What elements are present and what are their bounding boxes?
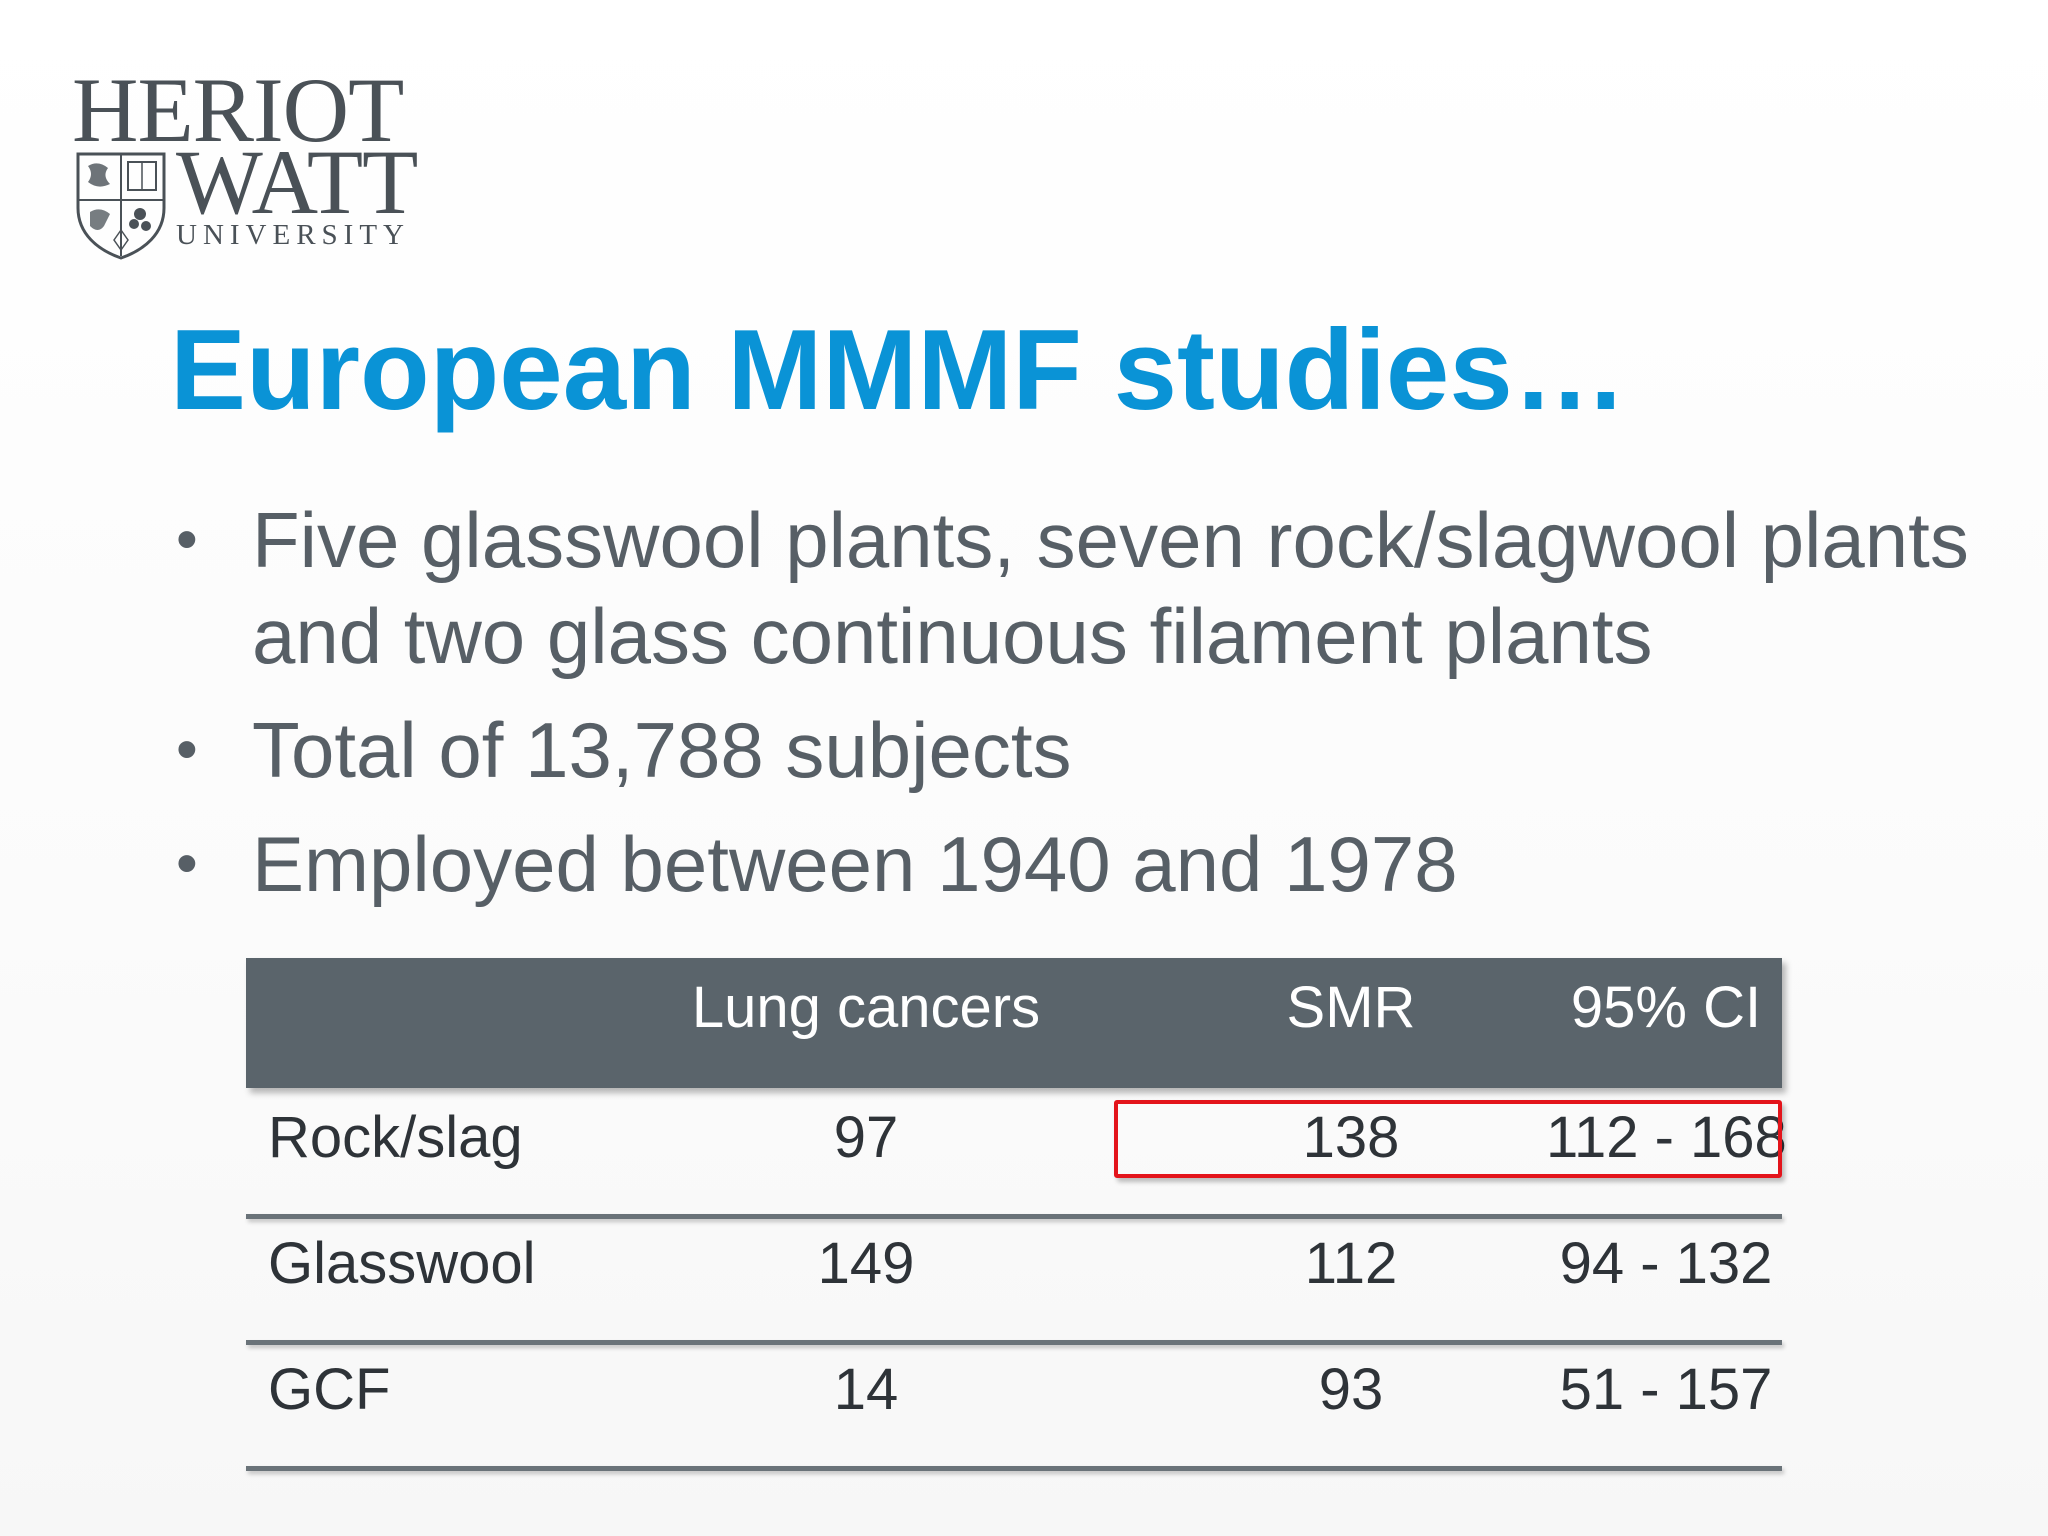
bullet-item: • Employed between 1940 and 1978 [176,816,1976,912]
heriot-watt-crest-icon [76,152,166,260]
bullet-dot-icon: • [176,829,198,898]
logo-wordmark-watt: WATT [176,131,418,233]
table-cell: 14 [833,1357,899,1422]
slide-title: European MMMF studies… [170,307,1627,434]
table-header-cell: 95% CI [1570,975,1762,1040]
bullet-text: Five glasswool plants, seven rock/slagwo… [252,496,1969,680]
bullet-text: Employed between 1940 and 1978 [252,820,1458,908]
logo-wordmark-heriot: HERIOT [72,59,404,161]
table-cell: 93 [1318,1357,1384,1422]
table-header-cell: Lung cancers [691,975,1041,1040]
logo-wordmark-university: UNIVERSITY [176,219,410,251]
table-row: Glasswool 149 112 94 - 132 [246,1214,1782,1340]
table-cell: 112 - 168 [1546,1105,1787,1170]
results-table: Lung cancers SMR 95% CI Rock/slag 97 138… [246,958,1787,1471]
table-cell: Glasswool [268,1231,536,1296]
table-row: GCF 14 93 51 - 157 [246,1340,1782,1466]
table-cell: GCF [268,1357,391,1422]
table-cell: 94 - 132 [1559,1231,1773,1296]
bullet-item: • Five glasswool plants, seven rock/slag… [176,492,1976,684]
table-cell: Rock/slag [268,1105,523,1170]
table-row-divider [246,1340,1782,1345]
table-header-cell: SMR [1286,975,1416,1040]
bullet-list: • Five glasswool plants, seven rock/slag… [176,492,1976,930]
table-bottom-rule [246,1466,1782,1471]
table-cell: 138 [1302,1105,1400,1170]
table-row-divider [246,1214,1782,1219]
table-cell: 51 - 157 [1559,1357,1773,1422]
bullet-text: Total of 13,788 subjects [252,706,1072,794]
table-row: Rock/slag 97 138 112 - 168 [246,1088,1787,1214]
table-header-row: Lung cancers SMR 95% CI [246,958,1782,1088]
bullet-dot-icon: • [176,715,198,784]
heriot-watt-logo: HERIOT WATT UNIVERSITY [72,64,432,264]
table-cell: 112 [1304,1231,1398,1296]
table-cell: 97 [833,1105,899,1170]
bullet-dot-icon: • [176,505,198,574]
bullet-item: • Total of 13,788 subjects [176,702,1976,798]
table-cell: 149 [817,1231,915,1296]
